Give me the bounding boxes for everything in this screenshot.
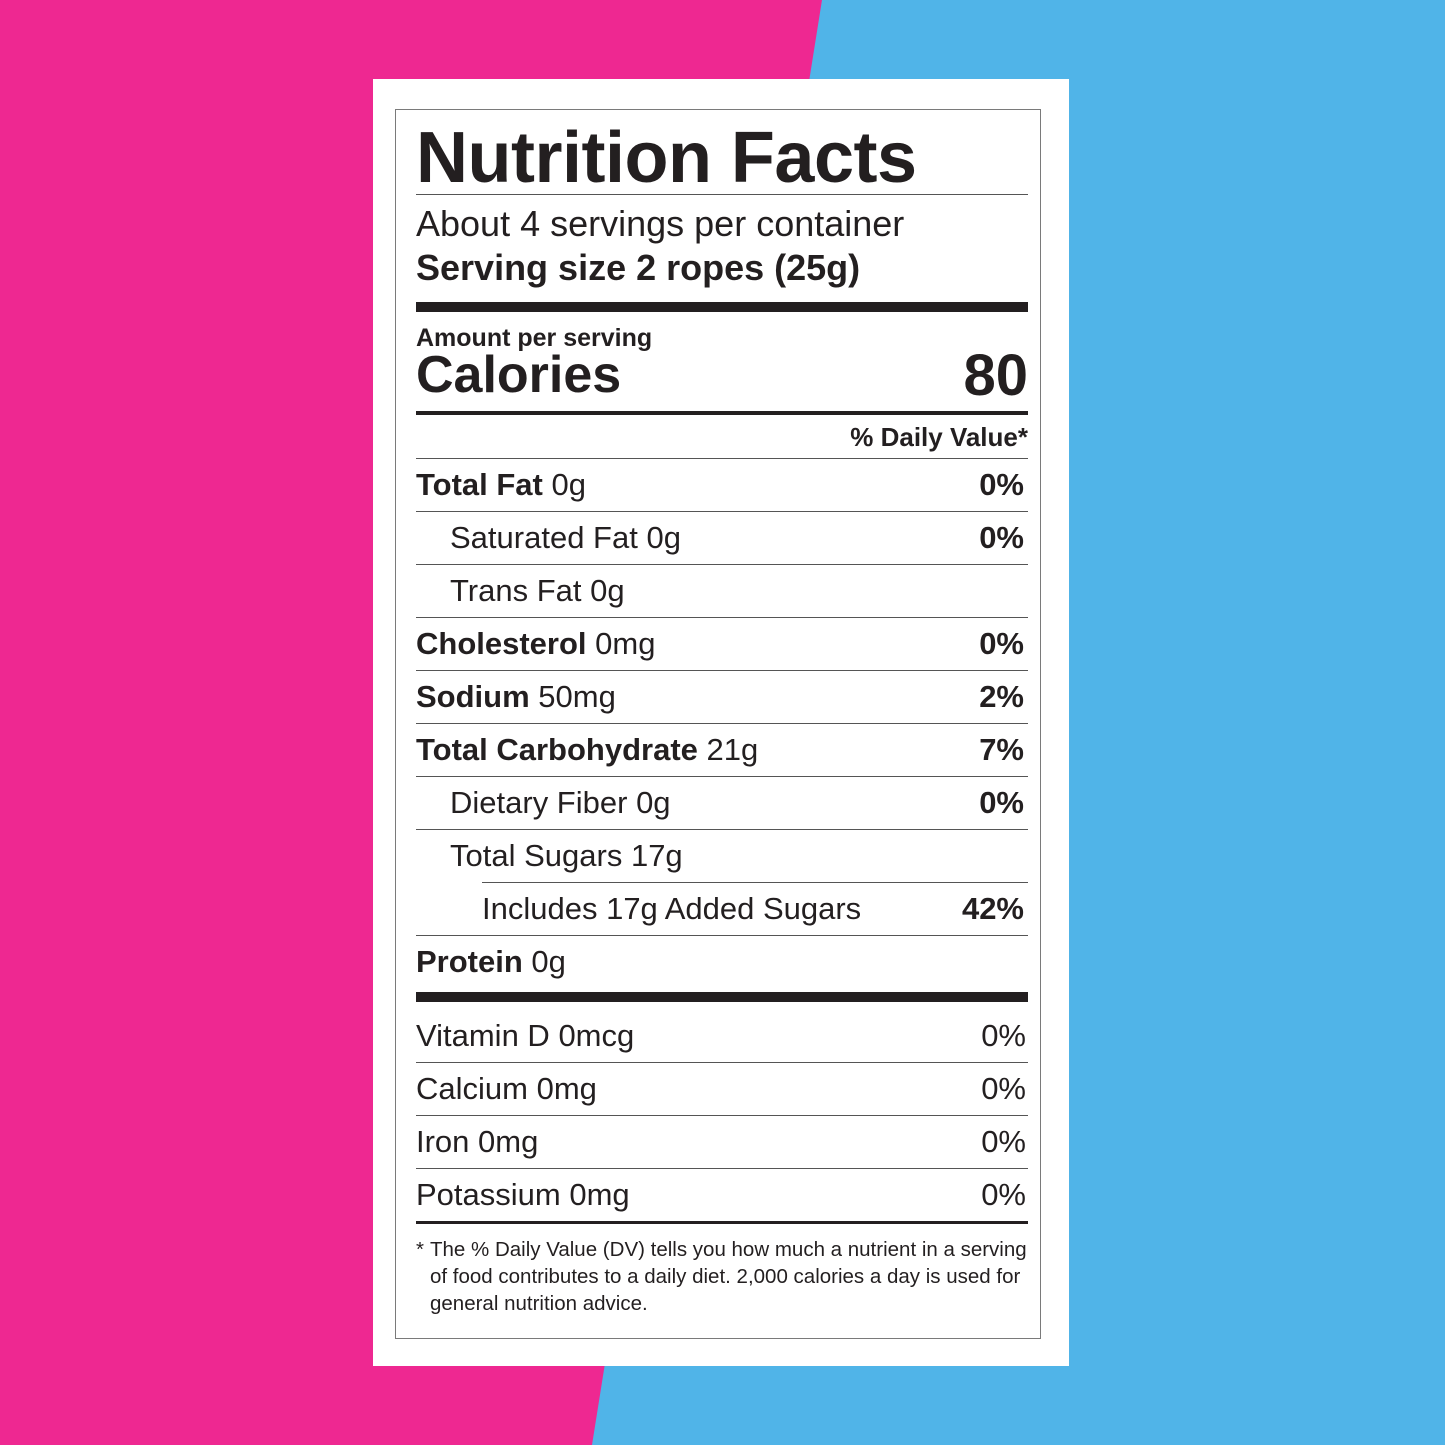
nutrient-dv: 0%	[979, 467, 1024, 502]
label-title: Nutrition Facts	[416, 118, 917, 198]
nutrient-amount: 0g	[636, 785, 671, 820]
nutrient-name: Protein	[416, 944, 523, 979]
nutrient-amount: 21g	[706, 732, 759, 767]
vitamin-row-potassium: Potassium 0mg 0%	[416, 1168, 1028, 1221]
footnote-text: The % Daily Value (DV) tells you how muc…	[430, 1238, 1027, 1315]
nutrient-amount: 50mg	[538, 679, 616, 714]
nutrient-row-trans-fat: Trans Fat 0g	[416, 564, 1028, 617]
nutrient-name-amount: Dietary Fiber 0g	[416, 785, 671, 821]
nutrition-label-content: Nutrition Facts About 4 servings per con…	[416, 110, 1028, 1317]
vitamin-name-amount: Potassium 0mg	[416, 1177, 630, 1213]
nutrient-amount: 0g	[590, 573, 625, 608]
vitamin-amount: 0mg	[536, 1071, 597, 1106]
vitamin-row-calcium: Calcium 0mg 0%	[416, 1062, 1028, 1115]
nutrient-row-saturated-fat: Saturated Fat 0g 0%	[416, 511, 1028, 564]
nutrient-row-total-carbohydrate: Total Carbohydrate 21g 7%	[416, 723, 1028, 776]
nutrient-name-amount: Cholesterol 0mg	[416, 626, 655, 662]
footnote: * The % Daily Value (DV) tells you how m…	[416, 1236, 1028, 1317]
nutrition-label-card: Nutrition Facts About 4 servings per con…	[373, 79, 1069, 1366]
nutrient-dv: 0%	[979, 785, 1024, 820]
vitamin-row-vitamin-d: Vitamin D 0mcg 0%	[416, 1010, 1028, 1062]
servings-per-container: About 4 servings per container	[416, 203, 905, 244]
nutrient-name-amount: Total Sugars 17g	[416, 838, 683, 874]
footnote-divider	[416, 1221, 1028, 1224]
nutrient-dv: 0%	[979, 626, 1024, 661]
nutrient-row-dietary-fiber: Dietary Fiber 0g 0%	[416, 776, 1028, 829]
nutrient-name: Total Carbohydrate	[416, 732, 698, 767]
nutrient-row-cholesterol: Cholesterol 0mg 0%	[416, 617, 1028, 670]
nutrient-dv: 42%	[961, 891, 1024, 926]
vitamin-amount: 0mg	[478, 1124, 539, 1159]
calories-label: Calories	[416, 346, 622, 404]
vitamins-divider	[416, 992, 1028, 1002]
nutrient-name: Dietary Fiber	[450, 785, 628, 820]
serving-size: Serving size 2 ropes (25g)	[416, 247, 861, 288]
nutrient-name: Includes 17g Added Sugars	[482, 891, 862, 926]
vitamin-name: Vitamin D	[416, 1018, 550, 1053]
nutrient-name-amount: Total Carbohydrate 21g	[416, 732, 758, 768]
vitamin-name-amount: Iron 0mg	[416, 1124, 538, 1160]
vitamin-dv: 0%	[981, 1071, 1026, 1106]
nutrient-name: Trans Fat	[450, 573, 582, 608]
nutrient-name: Total Fat	[416, 467, 543, 502]
calories-value: 80	[963, 343, 1028, 408]
nutrient-dv: 2%	[979, 679, 1024, 714]
calories-divider	[416, 411, 1028, 415]
nutrition-label-border: Nutrition Facts About 4 servings per con…	[395, 109, 1041, 1339]
nutrient-name-amount: Trans Fat 0g	[416, 573, 625, 609]
nutrient-amount: 0g	[646, 520, 681, 555]
nutrient-name: Total Sugars	[450, 838, 623, 873]
nutrient-name-amount: Sodium 50mg	[416, 679, 616, 715]
nutrient-row-total-fat: Total Fat 0g 0%	[416, 458, 1028, 511]
vitamin-dv: 0%	[981, 1124, 1026, 1159]
nutrient-row-sodium: Sodium 50mg 2%	[416, 670, 1028, 723]
nutrient-name-amount: Protein 0g	[416, 944, 566, 980]
nutrient-dv: 7%	[979, 732, 1024, 767]
nutrient-name: Saturated Fat	[450, 520, 638, 555]
nutrient-name: Sodium	[416, 679, 530, 714]
vitamin-name-amount: Vitamin D 0mcg	[416, 1018, 634, 1054]
nutrient-dv: 0%	[979, 520, 1024, 555]
vitamin-amount: 0mcg	[558, 1018, 635, 1053]
nutrient-name: Cholesterol	[416, 626, 587, 661]
footnote-star: *	[416, 1238, 424, 1261]
title-divider	[416, 194, 1028, 195]
nutrient-name-amount: Saturated Fat 0g	[416, 520, 681, 556]
vitamin-dv: 0%	[981, 1177, 1026, 1212]
nutrient-row-protein: Protein 0g	[416, 935, 1028, 988]
serving-divider	[416, 302, 1028, 312]
calories-row: Calories 80	[416, 343, 1028, 408]
nutrient-amount: 0g	[551, 467, 586, 502]
vitamin-name: Calcium	[416, 1071, 528, 1106]
nutrient-row-total-sugars: Total Sugars 17g	[416, 829, 1028, 882]
vitamin-dv: 0%	[981, 1018, 1026, 1053]
vitamin-amount: 0mg	[569, 1177, 630, 1212]
nutrient-amount: 0g	[531, 944, 566, 979]
nutrient-amount: 0mg	[595, 626, 656, 661]
nutrient-name-amount: Total Fat 0g	[416, 467, 586, 503]
nutrient-name-amount: Includes 17g Added Sugars	[482, 891, 861, 927]
daily-value-header: % Daily Value*	[850, 422, 1028, 452]
vitamin-row-iron: Iron 0mg 0%	[416, 1115, 1028, 1168]
nutrient-row-added-sugars: Includes 17g Added Sugars 42%	[482, 882, 1028, 935]
vitamin-name-amount: Calcium 0mg	[416, 1071, 597, 1107]
nutrient-amount: 17g	[630, 838, 683, 873]
vitamin-name: Iron	[416, 1124, 470, 1159]
vitamin-name: Potassium	[416, 1177, 561, 1212]
amount-per-serving: Amount per serving	[416, 324, 653, 352]
